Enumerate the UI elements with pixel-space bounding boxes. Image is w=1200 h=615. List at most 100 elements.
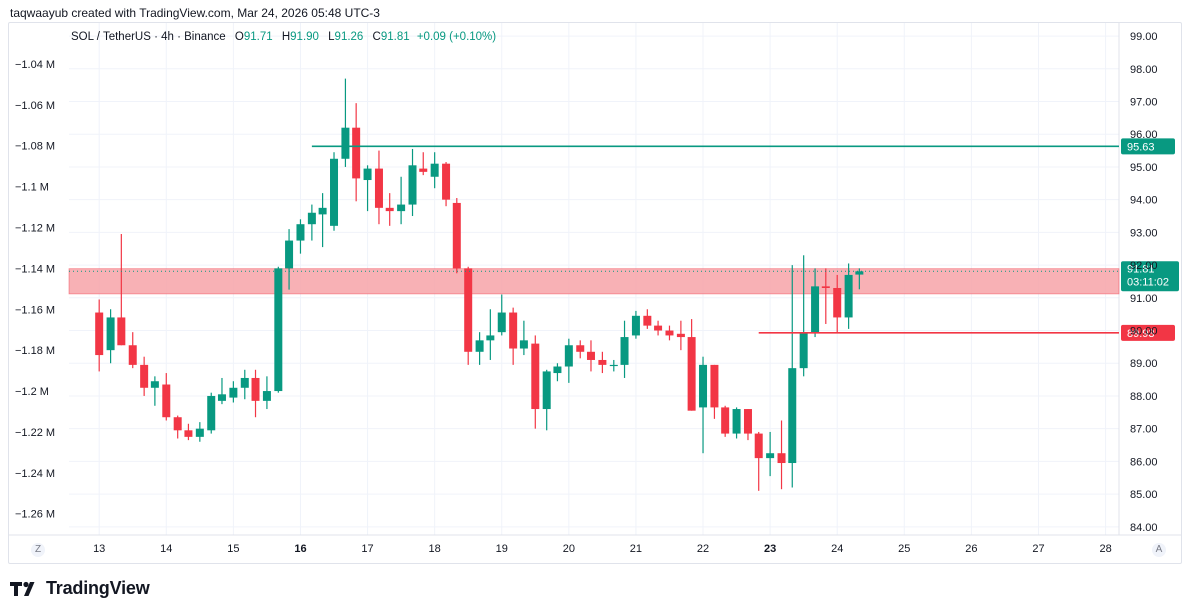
candle-body-26 — [385, 207, 394, 212]
time-axis-tick-0: 13 — [93, 543, 105, 555]
candle-body-49 — [643, 315, 652, 326]
candlestick-chart[interactable]: 95.6389.9391.8103:11:0284.0085.0086.0087… — [9, 23, 1181, 563]
time-axis-tick-6: 19 — [496, 543, 508, 555]
candle-body-43 — [576, 345, 585, 352]
time-axis-tick-13: 26 — [965, 543, 977, 555]
left-axis-tick-4: −1.12 M — [15, 222, 55, 234]
close-value: 91.81 — [380, 31, 410, 43]
time-axis-tick-7: 20 — [563, 543, 575, 555]
symbol-title[interactable]: SOL / TetherUS · 4h · Binance — [71, 31, 226, 43]
right-axis-tick-13: 97.00 — [1130, 97, 1158, 109]
chart-pane[interactable]: 95.63 89.93 91.81 03:11:02 84.00 85.00 86.00 87… — [8, 22, 1182, 564]
left-axis-tick-1: −1.06 M — [15, 100, 55, 112]
candle-body-40 — [542, 371, 551, 410]
high-value: 91.90 — [290, 31, 319, 43]
candle-body-53 — [687, 337, 696, 411]
right-axis-tick-12: 96.00 — [1130, 129, 1158, 141]
left-axis-tick-7: −1.18 M — [15, 345, 55, 357]
candle-body-44 — [586, 351, 595, 360]
left-axis-tick-3: −1.1 M — [15, 182, 49, 194]
candle-body-33 — [464, 268, 473, 352]
left-axis-tick-2: −1.08 M — [15, 141, 55, 153]
auto-scale-button[interactable]: A — [1152, 543, 1166, 557]
candle-body-64 — [811, 286, 820, 333]
close-label: C — [372, 31, 381, 43]
candle-body-34 — [475, 340, 484, 352]
support-price-tag — [1121, 324, 1175, 341]
candle-body-67 — [844, 274, 853, 318]
right-axis-tick-8: 92.00 — [1130, 260, 1158, 272]
tradingview-logo-icon — [10, 581, 35, 596]
candle-body-28 — [408, 165, 417, 205]
candle-body-11 — [217, 394, 226, 401]
left-axis-tick-10: −1.24 M — [15, 468, 55, 480]
candle-body-56 — [721, 407, 730, 434]
candle-body-8 — [184, 430, 193, 437]
time-axis-tick-11: 24 — [831, 543, 843, 555]
candle-body-36 — [497, 312, 506, 333]
right-axis-tick-6: 90.00 — [1130, 326, 1158, 338]
candle-body-4 — [140, 364, 149, 388]
candle-body-9 — [195, 428, 204, 437]
candle-body-35 — [486, 335, 495, 341]
candle-body-29 — [419, 168, 428, 172]
candle-body-37 — [509, 312, 518, 349]
right-axis-tick-11: 95.00 — [1130, 162, 1158, 174]
candle-body-60 — [766, 453, 775, 459]
time-axis-tick-5: 18 — [429, 543, 441, 555]
right-axis-tick-2: 86.00 — [1130, 456, 1158, 468]
candle-body-66 — [833, 287, 842, 318]
candle-body-0 — [95, 312, 104, 356]
low-value: 91.26 — [334, 31, 364, 43]
candle-body-19 — [307, 212, 316, 225]
tradingview-wordmark: TradingView — [46, 578, 150, 598]
time-axis-tick-9: 22 — [697, 543, 709, 555]
candle-body-39 — [531, 343, 540, 410]
candle-body-41 — [553, 366, 562, 374]
candle-body-31 — [442, 163, 451, 200]
candle-body-25 — [374, 168, 383, 208]
candle-body-23 — [352, 127, 361, 179]
candle-body-54 — [699, 364, 708, 408]
resistance-price-tag — [1121, 138, 1175, 155]
left-axis-tick-6: −1.16 M — [15, 304, 55, 316]
open-label: O — [234, 31, 244, 43]
right-axis-tick-3: 87.00 — [1130, 424, 1158, 436]
candle-body-2 — [117, 317, 126, 346]
right-axis-tick-1: 85.00 — [1130, 489, 1158, 501]
left-axis-tick-9: −1.22 M — [15, 427, 55, 439]
candle-body-45 — [598, 359, 607, 365]
support-price-label: 89.93 — [1127, 328, 1155, 340]
candle-body-65 — [821, 286, 830, 288]
candle-body-18 — [296, 224, 305, 241]
candle-body-57 — [732, 409, 741, 434]
right-axis-tick-5: 89.00 — [1130, 358, 1158, 370]
attribution-text: taqwaayub created with TradingView.com, … — [10, 6, 380, 20]
time-axis-tick-15: 28 — [1099, 543, 1111, 555]
right-axis-tick-0: 84.00 — [1130, 522, 1158, 534]
time-axis-tick-4: 17 — [361, 543, 373, 555]
current-price-label: 91.81 — [1127, 263, 1155, 275]
candle-body-59 — [754, 433, 763, 459]
candle-body-61 — [777, 453, 786, 464]
countdown-label: 03:11:02 — [1127, 276, 1169, 288]
candle-body-51 — [665, 330, 674, 336]
candle-body-20 — [318, 207, 327, 215]
candle-body-3 — [128, 345, 137, 365]
candle-body-24 — [363, 168, 372, 181]
left-axis-tick-8: −1.2 M — [15, 386, 49, 398]
candle-body-42 — [564, 345, 573, 367]
right-axis-tick-14: 98.00 — [1130, 64, 1158, 76]
current-price-tag — [1121, 261, 1179, 292]
resistance-price-label: 95.63 — [1127, 141, 1155, 153]
change-value: +0.09 (+0.10%) — [416, 31, 497, 43]
candle-body-27 — [397, 204, 406, 212]
time-axis-tick-8: 21 — [630, 543, 642, 555]
candle-body-13 — [240, 377, 249, 388]
supply-zone — [68, 268, 1120, 295]
zoom-reset-button[interactable]: Z — [31, 543, 45, 557]
left-axis-tick-0: −1.04 M — [15, 59, 55, 71]
time-axis-tick-14: 27 — [1032, 543, 1044, 555]
candle-body-68 — [855, 271, 864, 275]
candle-body-15 — [262, 391, 271, 401]
